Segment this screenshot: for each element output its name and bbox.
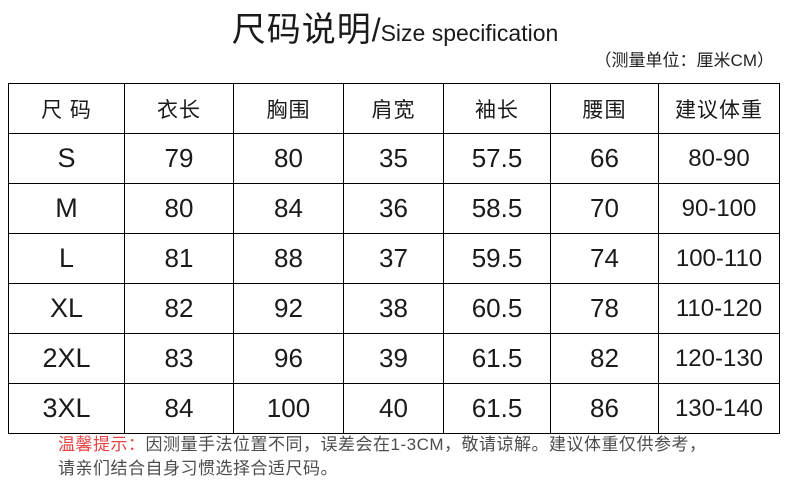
size-cell: S	[8, 133, 125, 184]
table-cell: 39	[343, 333, 444, 384]
table-cell: 90-100	[658, 183, 780, 234]
table-cell: 57.5	[443, 133, 551, 184]
column-header: 尺 码	[8, 83, 125, 134]
size-cell: 3XL	[8, 383, 125, 434]
table-row: S 79 80 35 57.5 66 80-90	[8, 133, 780, 184]
table-row: 3XL 84 100 40 61.5 86 130-140	[8, 383, 780, 434]
table-cell: 58.5	[443, 183, 551, 234]
table-cell: 100-110	[658, 233, 780, 284]
table-cell: 81	[124, 233, 234, 284]
table-cell: 61.5	[443, 383, 551, 434]
column-header: 腰围	[550, 83, 659, 134]
column-header: 肩宽	[343, 83, 444, 134]
table-cell: 83	[124, 333, 234, 384]
table-cell: 84	[233, 183, 344, 234]
table-cell: 35	[343, 133, 444, 184]
table-cell: 96	[233, 333, 344, 384]
table-cell: 37	[343, 233, 444, 284]
table-cell: 78	[550, 283, 659, 334]
table-cell: 60.5	[443, 283, 551, 334]
column-header: 袖长	[443, 83, 551, 134]
table-cell: 82	[124, 283, 234, 334]
table-cell: 80	[233, 133, 344, 184]
table-cell: 86	[550, 383, 659, 434]
notice-label: 温馨提示：	[58, 435, 146, 454]
table-cell: 84	[124, 383, 234, 434]
table-cell: 130-140	[658, 383, 780, 434]
table-cell: 66	[550, 133, 659, 184]
table-cell: 74	[550, 233, 659, 284]
notice-line1: 因测量手法位置不同，误差会在1-3CM，敬请谅解。建议体重仅供参考，	[145, 435, 707, 454]
table-cell: 40	[343, 383, 444, 434]
table-cell: 120-130	[658, 333, 780, 384]
size-cell: 2XL	[8, 333, 125, 384]
table-body: S 79 80 35 57.5 66 80-90 M 80 84 36 58.5 70 90-100 L 81…	[8, 133, 780, 434]
size-cell: M	[8, 183, 125, 234]
column-header: 衣长	[124, 83, 234, 134]
column-header: 建议体重	[658, 83, 780, 134]
measurement-unit-note: （测量单位：厘米CM）	[594, 51, 774, 70]
table-cell: 80	[124, 183, 234, 234]
table-cell: 110-120	[658, 283, 780, 334]
table-row: XL 82 92 38 60.5 78 110-120	[8, 283, 780, 334]
table-cell: 82	[550, 333, 659, 384]
table-cell: 70	[550, 183, 659, 234]
table-cell: 88	[233, 233, 344, 284]
table-header-row: 尺 码衣长 胸围 肩宽 袖长 腰围 建议体重	[8, 83, 780, 134]
column-header: 胸围	[233, 83, 344, 134]
table-cell: 59.5	[443, 233, 551, 284]
page-title-chinese: 尺码说明	[231, 11, 372, 49]
table-cell: 38	[343, 283, 444, 334]
size-specification-table: 尺 码衣长 胸围 肩宽 袖长 腰围 建议体重 S 79 80 35 57.5 66 80-90 M 80 8…	[8, 83, 780, 434]
table-cell: 79	[124, 133, 234, 184]
page-title: 尺码说明/Size specification	[0, 2, 790, 51]
page-title-english: Size specification	[380, 20, 559, 46]
table-cell: 61.5	[443, 333, 551, 384]
table-row: 尺 码衣长 胸围 肩宽 袖长 腰围 建议体重	[8, 83, 780, 134]
table-cell: 92	[233, 283, 344, 334]
title-slash: /	[371, 12, 381, 48]
table-cell: 80-90	[658, 133, 780, 184]
table-row: M 80 84 36 58.5 70 90-100	[8, 183, 780, 234]
table-cell: 100	[233, 383, 344, 434]
notice-line2: 请亲们结合自身习惯选择合适尺码。	[58, 459, 338, 478]
notice: 温馨提示：因测量手法位置不同，误差会在1-3CM，敬请谅解。建议体重仅供参考， …	[58, 433, 782, 481]
table-row: L 81 88 37 59.5 74 100-110	[8, 233, 780, 284]
table-row: 2XL 83 96 39 61.5 82 120-130	[8, 333, 780, 384]
table-cell: 36	[343, 183, 444, 234]
size-cell: L	[8, 233, 125, 284]
size-cell: XL	[8, 283, 125, 334]
